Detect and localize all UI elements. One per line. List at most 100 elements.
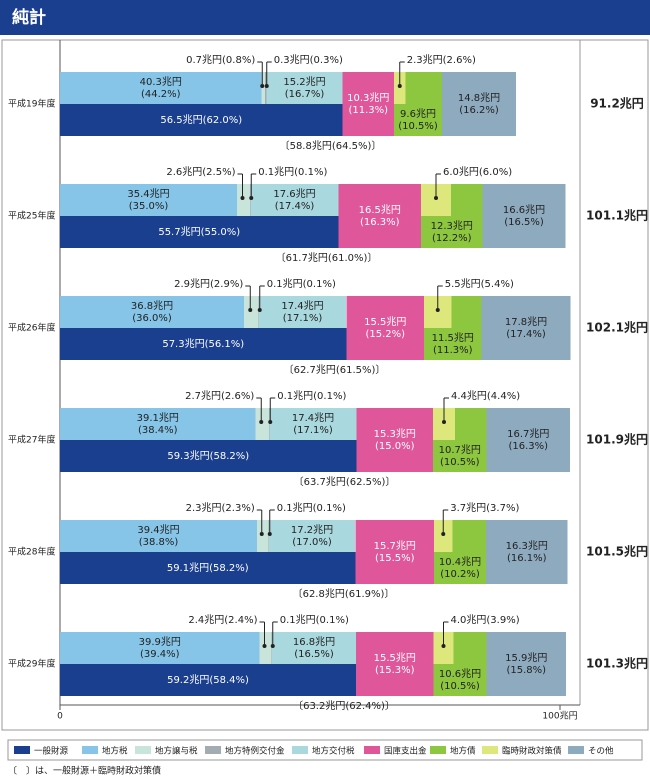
bracket-label: 〔62.8兆円(61.9%)〕	[293, 588, 395, 600]
data-label: 10.6兆円(10.5%)	[439, 668, 481, 692]
data-label: 15.2兆円(16.7%)	[283, 76, 325, 100]
legend-swatch	[568, 746, 584, 754]
data-label: 35.4兆円(35.0%)	[127, 188, 169, 212]
bar-segment	[255, 408, 269, 440]
data-label: 0.1兆円(0.1%)	[277, 390, 346, 402]
data-label: 10.7兆円(10.5%)	[439, 444, 481, 468]
legend-swatch	[430, 746, 446, 754]
leader-dot	[435, 308, 440, 312]
legend-swatch	[482, 746, 498, 754]
data-label: 55.7兆円(55.0%)	[158, 226, 240, 238]
bar-segment	[356, 632, 434, 696]
legend-label: 一般財源	[34, 746, 69, 757]
data-label: 17.2兆円(17.0%)	[291, 524, 333, 548]
data-label: 59.3兆円(58.2%)	[167, 450, 249, 462]
data-label: 4.0兆円(3.9%)	[451, 614, 520, 626]
x-tick-label: 100兆円	[542, 711, 577, 722]
leader-dot	[264, 84, 269, 88]
bar-segment	[60, 664, 356, 696]
page-title: 純計	[12, 7, 46, 28]
bar-segment	[60, 552, 356, 584]
bar-segment	[60, 72, 262, 104]
data-label: 0.7兆円(0.8%)	[186, 54, 255, 66]
bar-segment	[259, 632, 272, 664]
legend-label: 臨時財政対策債	[502, 746, 562, 757]
bar-segment	[258, 296, 259, 328]
leader-dot	[268, 420, 273, 424]
total-label: 101.3兆円	[586, 656, 648, 671]
bar-segment	[486, 408, 570, 472]
leader-dot	[260, 84, 265, 88]
bar-segment	[271, 632, 272, 664]
data-label: 5.5兆円(5.4%)	[445, 278, 514, 290]
category-label: 平成29年度	[8, 658, 55, 670]
bar-segment	[482, 184, 566, 248]
legend-swatch	[364, 746, 380, 754]
data-label: 2.4兆円(2.4%)	[188, 614, 257, 626]
bar-segment	[486, 632, 566, 696]
bar-segment	[60, 216, 339, 248]
data-label: 15.9兆円(15.8%)	[505, 652, 547, 676]
bar-segment	[268, 520, 269, 552]
bracket-label: 〔63.7兆円(62.5%)〕	[294, 476, 396, 488]
legend-swatch	[205, 746, 221, 754]
data-label: 39.9兆円(39.4%)	[139, 636, 181, 660]
bar-segment	[250, 184, 339, 216]
total-label: 101.5兆円	[586, 544, 648, 559]
x-tick-label: 0	[57, 712, 63, 722]
bar-segment	[355, 520, 434, 584]
leader-dot	[397, 84, 402, 88]
data-label: 10.3兆円(11.3%)	[347, 92, 389, 116]
data-label: 15.5兆円(15.2%)	[364, 316, 406, 340]
data-label: 11.5兆円(11.3%)	[432, 332, 474, 356]
data-label: 36.8兆円(36.0%)	[131, 300, 173, 324]
data-label: 16.5兆円(16.3%)	[359, 204, 401, 228]
bracket-label: 〔62.7兆円(61.5%)〕	[284, 364, 386, 376]
data-label: 0.1兆円(0.1%)	[258, 166, 327, 178]
data-label: 0.1兆円(0.1%)	[277, 502, 346, 514]
category-label: 平成28年度	[8, 546, 55, 558]
leader-dot	[442, 420, 446, 424]
legend-swatch	[14, 746, 30, 754]
data-label: 56.5兆円(62.0%)	[160, 114, 242, 126]
total-label: 101.9兆円	[586, 432, 648, 447]
frame	[1, 39, 649, 731]
bracket-label: 〔61.7兆円(61.0%)〕	[276, 252, 378, 264]
bar-segment	[60, 104, 343, 136]
data-label: 0.1兆円(0.1%)	[280, 614, 349, 626]
legend-label: 地方交付税	[312, 746, 355, 757]
leader-dot	[257, 308, 262, 312]
bar-segment	[60, 328, 347, 360]
category-label: 平成25年度	[8, 210, 55, 222]
leader-dot	[441, 532, 446, 536]
data-label: 39.1兆円(38.4%)	[137, 412, 179, 436]
legend-label: 国庫支出金	[384, 746, 427, 757]
bar-segment	[60, 520, 257, 552]
bar-segment	[346, 296, 424, 360]
data-label: 17.8兆円(17.4%)	[505, 316, 547, 340]
category-label: 平成26年度	[8, 322, 55, 334]
bar-segment	[266, 72, 343, 104]
total-label: 91.2兆円	[590, 96, 644, 111]
leader-dot	[249, 196, 254, 200]
total-label: 102.1兆円	[586, 320, 648, 335]
category-label: 平成27年度	[8, 434, 55, 446]
data-label: 14.8兆円(16.2%)	[458, 92, 500, 116]
bar-segment	[269, 520, 355, 552]
note: 〔 〕は、一般財源＋臨時財政対策債	[8, 765, 161, 777]
data-label: 0.3兆円(0.3%)	[274, 54, 343, 66]
legend-swatch	[292, 746, 308, 754]
data-label: 15.7兆円(15.5%)	[374, 540, 416, 564]
data-label: 16.6兆円(16.5%)	[503, 204, 545, 228]
bar-segment	[442, 72, 516, 136]
bar-segment	[60, 296, 244, 328]
bar-segment	[272, 632, 356, 664]
bar-segment	[250, 184, 251, 216]
leader-dot	[270, 644, 275, 648]
data-label: 15.5兆円(15.3%)	[374, 652, 416, 676]
leader-dot	[240, 196, 245, 200]
bar-segment	[261, 72, 265, 104]
data-label: 16.7兆円(16.3%)	[507, 428, 549, 452]
legend-label: 地方特例交付金	[225, 746, 285, 757]
bar-segment	[338, 184, 421, 248]
